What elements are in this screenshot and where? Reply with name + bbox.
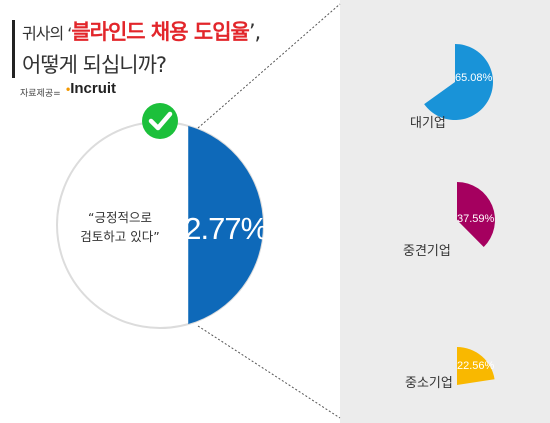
main-value-label: 32.77% xyxy=(168,211,268,246)
page-title-line2: 어떻게 되십니까? xyxy=(22,53,167,77)
main-pie-slice xyxy=(188,125,263,325)
category-label-small-company: 중소기업 xyxy=(405,376,453,391)
source-label: 자료제공= xyxy=(20,89,61,99)
pie-slice-small-company xyxy=(457,347,495,385)
incruit-logo: •Incruit xyxy=(66,80,117,97)
title-accent-bar xyxy=(12,20,15,78)
quote-text: “긍정적으로 검토하고 있다” xyxy=(80,210,160,244)
check-circle-icon xyxy=(142,103,178,139)
connector-line-top xyxy=(197,3,341,129)
category-label-midsize-company: 중견기업 xyxy=(403,244,451,259)
connector-line-bottom xyxy=(197,325,341,419)
breakdown-panel xyxy=(340,0,550,423)
pie-slice-midsize-company xyxy=(457,182,496,248)
value-label-small-company: 22.56% xyxy=(457,360,495,372)
category-label-large-company: 대기업 xyxy=(410,116,446,131)
title-highlight: 블라인드 채용 도입율 xyxy=(71,20,250,44)
value-label-large-company: 65.08% xyxy=(455,72,493,84)
page-title: 귀사의 ‘블라인드 채용 도입율’, xyxy=(22,20,261,44)
value-label-midsize-company: 37.59% xyxy=(457,213,495,225)
pie-slice-large-company xyxy=(424,44,494,120)
